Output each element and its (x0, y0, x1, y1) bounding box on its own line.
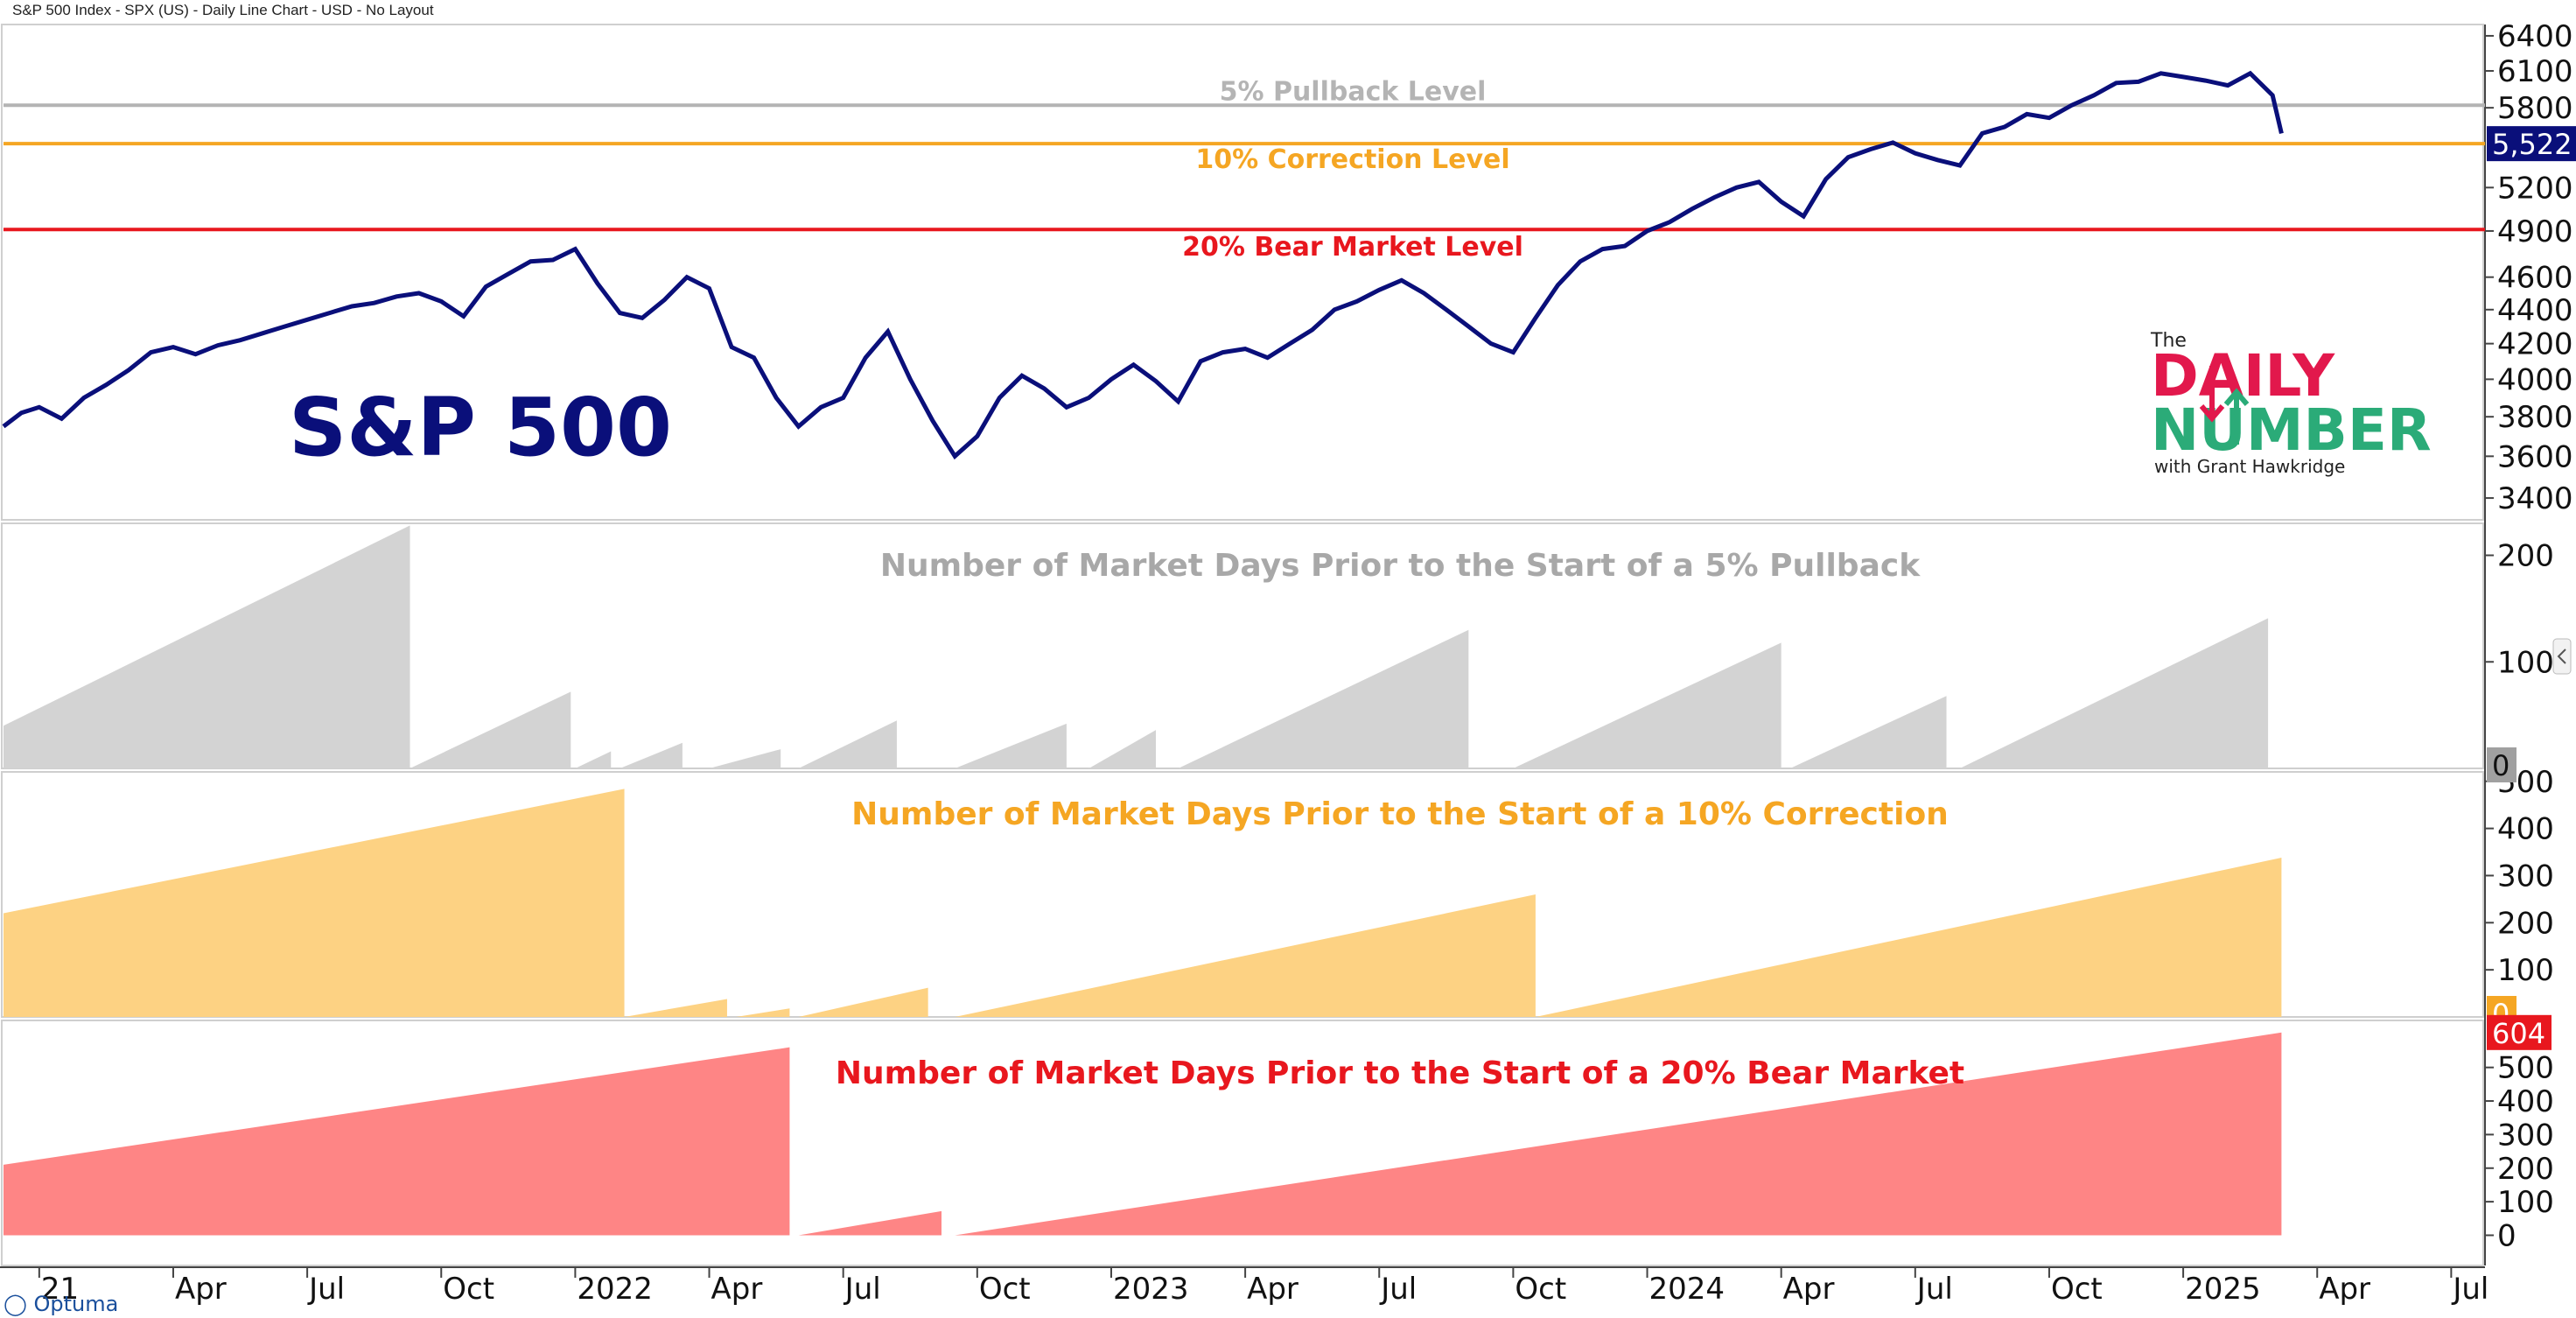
bear-last-badge: 604 (2492, 1017, 2545, 1050)
last-price-badge-bg (2487, 126, 2576, 162)
x-tick-label: 2023 (1113, 1272, 1189, 1307)
area-segment[interactable] (4, 1047, 790, 1236)
area-y-tick-label: 100 (2497, 1185, 2554, 1220)
x-tick-label: Jul (307, 1272, 345, 1307)
area-segment[interactable] (1959, 618, 2269, 768)
x-tick-label: Oct (1515, 1272, 1566, 1307)
price-y-tick-label: 6400 (2497, 19, 2573, 54)
area-y-tick-label: 200 (2497, 906, 2554, 941)
area-segment[interactable] (410, 691, 571, 768)
x-tick-label: 21 (41, 1272, 79, 1307)
panel-title-1: Number of Market Days Prior to the Start… (851, 796, 1949, 832)
pullback-last-badge: 0 (2492, 749, 2510, 782)
logo-the-text: The (2150, 330, 2187, 352)
area-y-tick-label: 100 (2497, 645, 2554, 680)
area-segment[interactable] (709, 749, 781, 768)
price-y-tick-label: 4400 (2497, 293, 2573, 328)
y-axes: 3400360038004000420044004600490052005800… (2485, 19, 2573, 1253)
x-tick-label: 2022 (577, 1272, 653, 1307)
area-y-tick-label: 200 (2497, 1152, 2554, 1187)
price-y-tick-label: 4900 (2497, 214, 2573, 249)
x-tick-label: Apr (1247, 1272, 1298, 1307)
x-tick-label: Jul (2451, 1272, 2488, 1307)
x-tick-label: Jul (1379, 1272, 1417, 1307)
area-segment[interactable] (1513, 642, 1782, 768)
bear-last-badge-bg (2487, 1014, 2552, 1050)
panel-title-0: Number of Market Days Prior to the Start… (880, 548, 1921, 584)
area-segment[interactable] (620, 742, 682, 768)
x-tick-label: Apr (1783, 1272, 1835, 1307)
optuma-brand-label: ◯ Optuma (4, 1292, 118, 1316)
daily-number-logo: The DAILY NUMBER with Grant Hawkridge (2150, 330, 2432, 477)
price-y-tick-label: 4600 (2497, 261, 2573, 296)
price-y-tick-label: 3800 (2497, 400, 2573, 435)
collapse-arrow-icon[interactable] (2552, 638, 2572, 675)
area-segment[interactable] (955, 1032, 2282, 1236)
level-lines: 5% Pullback Level 10% Correction Level 20%… (4, 76, 2485, 263)
logo-with-text: with Grant Hawkridge (2154, 456, 2345, 477)
last-price-badge: 5,522 (2492, 128, 2572, 161)
area-segment[interactable] (798, 987, 928, 1017)
optuma-logo-icon: ◯ (4, 1292, 27, 1316)
pullback-last-badge-bg (2487, 747, 2516, 782)
area-y-tick-label: 300 (2497, 1118, 2554, 1153)
logo-arrow-up-icon (2223, 388, 2250, 445)
chart-big-title: S&P 500 (289, 381, 672, 474)
area-y-tick-label: 400 (2497, 812, 2554, 847)
area-segment[interactable] (798, 1210, 942, 1236)
level-label-pullback: 5% Pullback Level (1220, 76, 1487, 107)
area-segment[interactable] (575, 751, 612, 768)
x-tick-label: Jul (1915, 1272, 1953, 1307)
panel-frame (1, 1020, 2484, 1266)
optuma-brand-text: Optuma (33, 1292, 119, 1316)
area-segment[interactable] (1178, 629, 1469, 768)
price-y-tick-label: 6100 (2497, 54, 2573, 89)
x-tick-label: Oct (979, 1272, 1031, 1307)
area-segment[interactable] (955, 723, 1067, 768)
level-label-correction: 10% Correction Level (1195, 144, 1509, 175)
x-tick-label: 2025 (2185, 1272, 2261, 1307)
price-y-tick-label: 5800 (2497, 91, 2573, 126)
area-segment[interactable] (1088, 730, 1157, 768)
x-axis: 21 Apr Jul Oct 2022 Apr Jul Oct 2023 Apr Jul Oct 202… (38, 1267, 2488, 1307)
area-y-tick-label: 500 (2497, 1051, 2554, 1086)
logo-number-text: NUMBER (2151, 396, 2432, 464)
area-y-tick-label: 100 (2497, 953, 2554, 988)
panel-title-2: Number of Market Days Prior to the Start… (836, 1055, 1964, 1091)
logo-arrow-down-icon (2199, 366, 2225, 423)
area-panels[interactable]: Number of Market Days Prior to the Start… (4, 525, 2282, 1236)
x-tick-label: Apr (2319, 1272, 2370, 1307)
area-y-tick-label: 200 (2497, 539, 2554, 574)
x-tick-label: 2024 (1649, 1272, 1726, 1307)
chart-header-title: S&P 500 Index - SPX (US) - Daily Line Ch… (12, 2, 434, 18)
panel-frame (1, 24, 2484, 521)
area-segment[interactable] (4, 525, 410, 768)
price-series-line[interactable] (2, 70, 2284, 460)
area-segment[interactable] (4, 789, 625, 1017)
area-segment[interactable] (955, 894, 1536, 1017)
price-panel[interactable]: 5% Pullback Level 10% Correction Level 20%… (2, 70, 2485, 477)
price-y-tick-label: 4000 (2497, 362, 2573, 397)
area-segment[interactable] (1789, 696, 1947, 768)
price-y-tick-label: 3600 (2497, 439, 2573, 474)
level-label-bear: 20% Bear Market Level (1182, 232, 1523, 263)
price-y-tick-label: 4200 (2497, 327, 2573, 362)
x-tick-label: Oct (443, 1272, 494, 1307)
area-segment[interactable] (736, 1008, 790, 1017)
price-y-tick-label: 5200 (2497, 171, 2573, 206)
price-y-tick-label: 3400 (2497, 481, 2573, 516)
area-segment[interactable] (798, 720, 897, 768)
x-tick-label: Apr (175, 1272, 227, 1307)
area-segment[interactable] (624, 999, 727, 1017)
area-y-tick-label: 300 (2497, 859, 2554, 894)
x-tick-label: Oct (2051, 1272, 2103, 1307)
area-y-tick-label: 0 (2497, 1218, 2516, 1253)
area-segment[interactable] (1535, 858, 2282, 1017)
x-tick-label: Jul (844, 1272, 881, 1307)
x-tick-label: Apr (711, 1272, 763, 1307)
area-y-tick-label: 400 (2497, 1084, 2554, 1119)
